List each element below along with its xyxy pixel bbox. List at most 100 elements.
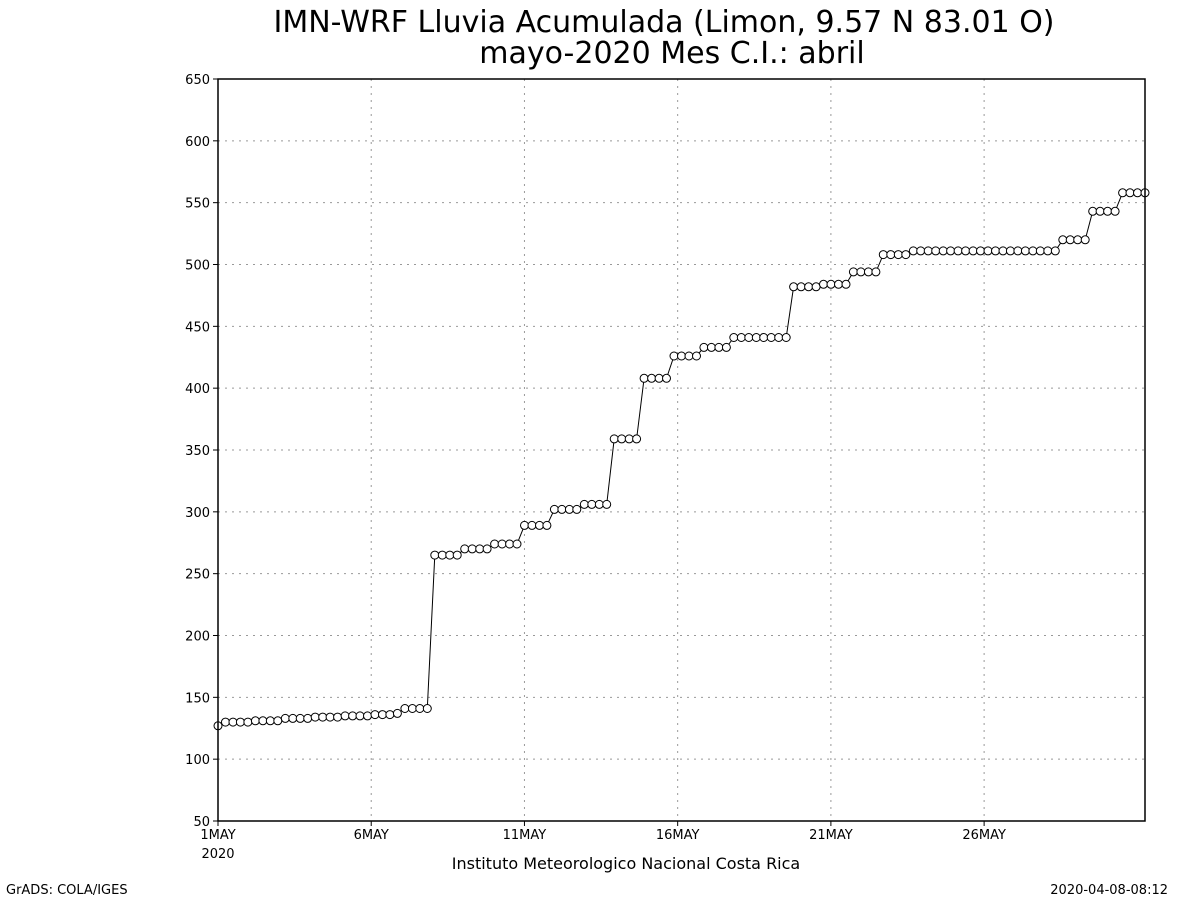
data-point: [669, 351, 679, 361]
data-point: [714, 342, 724, 352]
data-point: [520, 520, 529, 530]
data-point: [1043, 246, 1053, 256]
data-point: [280, 713, 290, 723]
data-point: [564, 504, 574, 514]
data-point: [609, 434, 619, 444]
data-point: [1073, 235, 1083, 245]
data-point: [953, 246, 963, 256]
data-point: [751, 333, 761, 342]
x-tick-label: 21MAY: [809, 828, 853, 843]
data-point: [677, 351, 686, 361]
data-point: [310, 712, 320, 722]
data-point: [512, 539, 522, 549]
data-point: [355, 711, 365, 721]
data-point: [557, 504, 567, 514]
data-point: [617, 434, 627, 444]
data-point: [692, 351, 701, 361]
x-tick-label: 16MAY: [656, 828, 700, 843]
data-point: [647, 373, 657, 383]
data-point: [946, 246, 956, 256]
data-point: [415, 704, 425, 713]
data-point: [422, 704, 432, 713]
y-tick-label: 250: [185, 568, 210, 583]
data-point: [863, 267, 873, 277]
data-point: [938, 246, 948, 256]
data-point: [1133, 188, 1142, 198]
data-point: [662, 373, 671, 383]
data-point: [430, 550, 440, 560]
data-point: [467, 544, 477, 554]
data-point: [781, 333, 791, 342]
data-point: [243, 717, 253, 727]
data-point: [901, 250, 911, 260]
y-tick-label: 200: [185, 630, 210, 645]
data-point: [699, 342, 709, 352]
data-point: [437, 550, 447, 560]
data-point: [587, 499, 597, 509]
data-point: [1088, 206, 1098, 216]
data-point: [811, 282, 821, 292]
data-point: [303, 713, 313, 723]
data-point: [497, 539, 507, 549]
x-year-label: 2020: [201, 847, 234, 862]
data-point: [856, 267, 866, 277]
data-point: [527, 520, 537, 530]
x-tick-label: 1MAY: [200, 828, 235, 843]
data-point: [834, 279, 843, 289]
data-point: [318, 712, 328, 722]
data-point: [348, 711, 358, 721]
y-tick-label: 550: [185, 197, 210, 212]
y-tick-label: 350: [185, 444, 210, 459]
data-point: [654, 373, 664, 383]
data-point: [624, 434, 634, 444]
data-point: [886, 250, 896, 260]
data-point: [1095, 206, 1105, 216]
data-point: [1058, 235, 1068, 245]
footer-right: 2020-04-08-08:12: [1050, 883, 1168, 898]
data-point: [378, 710, 387, 720]
data-point: [1013, 246, 1023, 256]
data-point: [363, 711, 372, 721]
data-point: [736, 333, 746, 342]
data-point: [632, 434, 642, 444]
y-tick-label: 450: [185, 320, 210, 335]
data-point: [893, 250, 903, 260]
data-point: [542, 520, 552, 530]
data-point: [572, 504, 582, 514]
data-point: [968, 246, 978, 256]
data-point: [490, 539, 500, 549]
data-point: [819, 279, 828, 289]
data-point: [998, 246, 1008, 256]
x-axis-ticks: 1MAY 6MAY 11MAY 16MAY 21MAY 26MAY: [200, 821, 1006, 843]
y-axis-ticks: 50 100 150 200 250 300 350 400 450 500 550 600 650: [185, 73, 218, 830]
y-tick-label: 300: [185, 506, 210, 521]
data-point: [340, 711, 350, 721]
data-point: [228, 717, 238, 727]
data-point: [871, 267, 881, 277]
data-point: [325, 712, 335, 722]
data-point: [407, 704, 417, 713]
data-point: [1103, 206, 1113, 216]
data-point: [579, 499, 589, 509]
data-point: [1005, 246, 1015, 256]
y-tick-label: 650: [185, 73, 210, 88]
data-point: [639, 373, 649, 383]
data-point: [250, 716, 260, 726]
data-point: [1035, 246, 1045, 256]
data-point: [826, 279, 836, 289]
data-point: [976, 246, 985, 256]
data-point: [602, 499, 612, 509]
data-point: [482, 544, 492, 554]
grid: [218, 79, 1145, 821]
data-point: [594, 499, 604, 509]
data-point: [460, 544, 470, 554]
data-point: [759, 333, 769, 342]
data-point: [991, 246, 1000, 256]
data-point: [445, 550, 455, 560]
data-point: [392, 708, 402, 718]
data-point: [789, 282, 799, 292]
y-tick-label: 50: [193, 815, 210, 830]
data-point: [385, 710, 395, 720]
data-point: [235, 717, 245, 727]
data-point: [721, 342, 731, 352]
